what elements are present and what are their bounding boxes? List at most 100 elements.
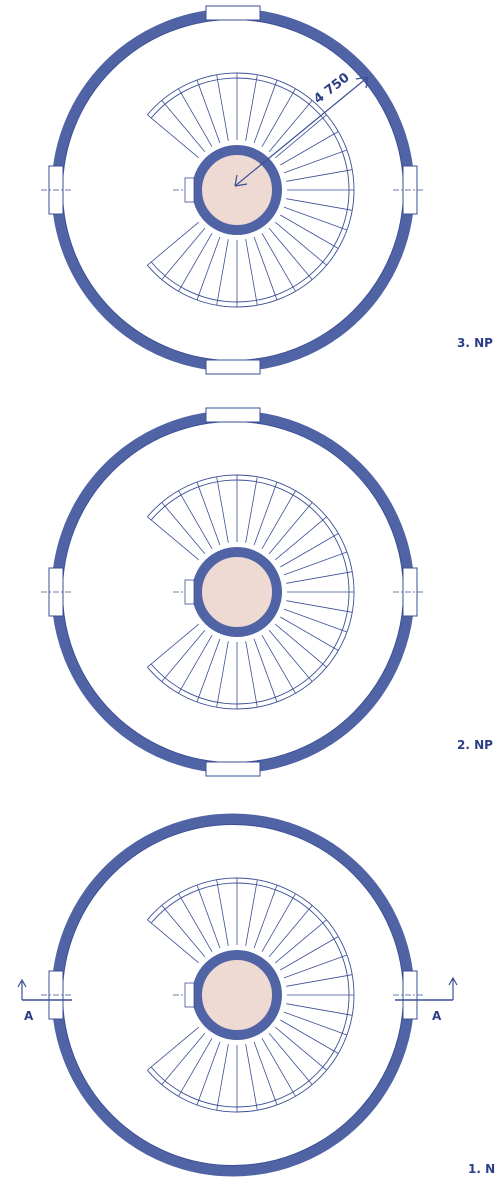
stair-tread <box>286 1003 353 1016</box>
section-label: A <box>24 1009 34 1023</box>
stair-tread <box>245 641 258 708</box>
stair-tread <box>196 884 221 949</box>
stair-tread <box>261 893 296 952</box>
stair-tread <box>275 516 327 561</box>
floor-plan: 2. NP <box>41 407 493 777</box>
core-opening <box>184 177 195 203</box>
floor-plan: 3. NP <box>41 5 493 375</box>
stair-tread <box>253 79 278 144</box>
stair-tread <box>178 893 213 952</box>
core <box>192 145 282 235</box>
window-opening <box>205 761 261 777</box>
stair-tread <box>216 476 229 543</box>
window-opening <box>205 5 261 21</box>
core <box>192 950 282 1040</box>
arrow-head <box>234 76 369 187</box>
stair-tread <box>147 919 199 964</box>
stair-tread <box>268 228 313 280</box>
stair-tread <box>253 481 278 546</box>
stair-tread <box>161 100 206 152</box>
stair-tread <box>161 1033 206 1085</box>
stair-tread <box>245 74 258 141</box>
stair-tread <box>268 630 313 682</box>
window-opening <box>205 407 261 423</box>
stair-tread <box>196 1041 221 1106</box>
stair-tread <box>147 516 199 561</box>
stair-tread <box>253 884 278 949</box>
stair-tread <box>178 88 213 147</box>
section-arrow <box>17 978 27 1000</box>
stair-tread <box>178 233 213 292</box>
stair-tread <box>283 608 348 633</box>
stair-tread <box>161 630 206 682</box>
floor-label: 3. NP <box>457 336 493 350</box>
dimension-line <box>234 76 369 187</box>
stair-tread <box>268 100 313 152</box>
stair-tread <box>261 635 296 694</box>
stair-tread <box>178 490 213 549</box>
floor-label: 1. N <box>468 1162 495 1176</box>
dimension-label: 4 750 <box>311 70 352 107</box>
stair-tread <box>253 638 278 703</box>
stair-tread <box>261 233 296 292</box>
window-opening <box>205 359 261 375</box>
section-label: A <box>432 1009 442 1023</box>
stair-tread <box>280 533 339 568</box>
stair-tread <box>216 74 229 141</box>
stair-outer <box>147 474 355 710</box>
stair-tread <box>178 1038 213 1097</box>
stair-tread <box>275 919 327 964</box>
stair-tread <box>280 616 339 651</box>
stair-tread <box>268 1033 313 1085</box>
stair-tread <box>261 88 296 147</box>
stair-tread <box>280 214 339 249</box>
stair-tread <box>147 1026 199 1071</box>
stair-tread <box>275 623 327 668</box>
stair-tread <box>147 221 199 266</box>
stair-tread <box>245 476 258 543</box>
stair-tread <box>161 905 206 957</box>
stair-tread <box>196 79 221 144</box>
stair-tread <box>161 228 206 280</box>
stair-tread <box>286 600 353 613</box>
stair-tread <box>178 635 213 694</box>
section-arrow <box>448 976 458 1000</box>
stair-tread <box>245 879 258 946</box>
stair-outer <box>147 72 355 308</box>
floor-plan: 1. N <box>41 813 495 1177</box>
stair-tread <box>275 114 327 159</box>
stair-tread <box>261 1038 296 1097</box>
stair-tread <box>216 239 229 306</box>
stair-tread <box>196 236 221 301</box>
floor-label: 2. NP <box>457 738 493 752</box>
stair-tread <box>286 198 353 211</box>
stair-tread <box>283 954 348 979</box>
stair-tread <box>161 502 206 554</box>
stair-tread <box>196 481 221 546</box>
stair-tread <box>245 239 258 306</box>
stair-tread <box>147 623 199 668</box>
stair-tread <box>253 236 278 301</box>
stair-tread <box>280 131 339 166</box>
stair-tread <box>283 206 348 231</box>
core-opening <box>184 579 195 605</box>
stair-tread <box>147 114 199 159</box>
stair-tread <box>216 641 229 708</box>
stair-tread <box>268 502 313 554</box>
stair-tread <box>283 1011 348 1036</box>
stair-tread <box>280 1019 339 1054</box>
stair-tread <box>283 149 348 174</box>
stair-tread <box>286 169 353 182</box>
stair-tread <box>196 638 221 703</box>
core-opening <box>184 982 195 1008</box>
stair-tread <box>286 974 353 987</box>
core <box>192 547 282 637</box>
stair-tread <box>216 879 229 946</box>
stair-tread <box>275 1026 327 1071</box>
stair-tread <box>216 1044 229 1111</box>
stair-tread <box>253 1041 278 1106</box>
stair-tread <box>286 571 353 584</box>
stair-tread <box>245 1044 258 1111</box>
